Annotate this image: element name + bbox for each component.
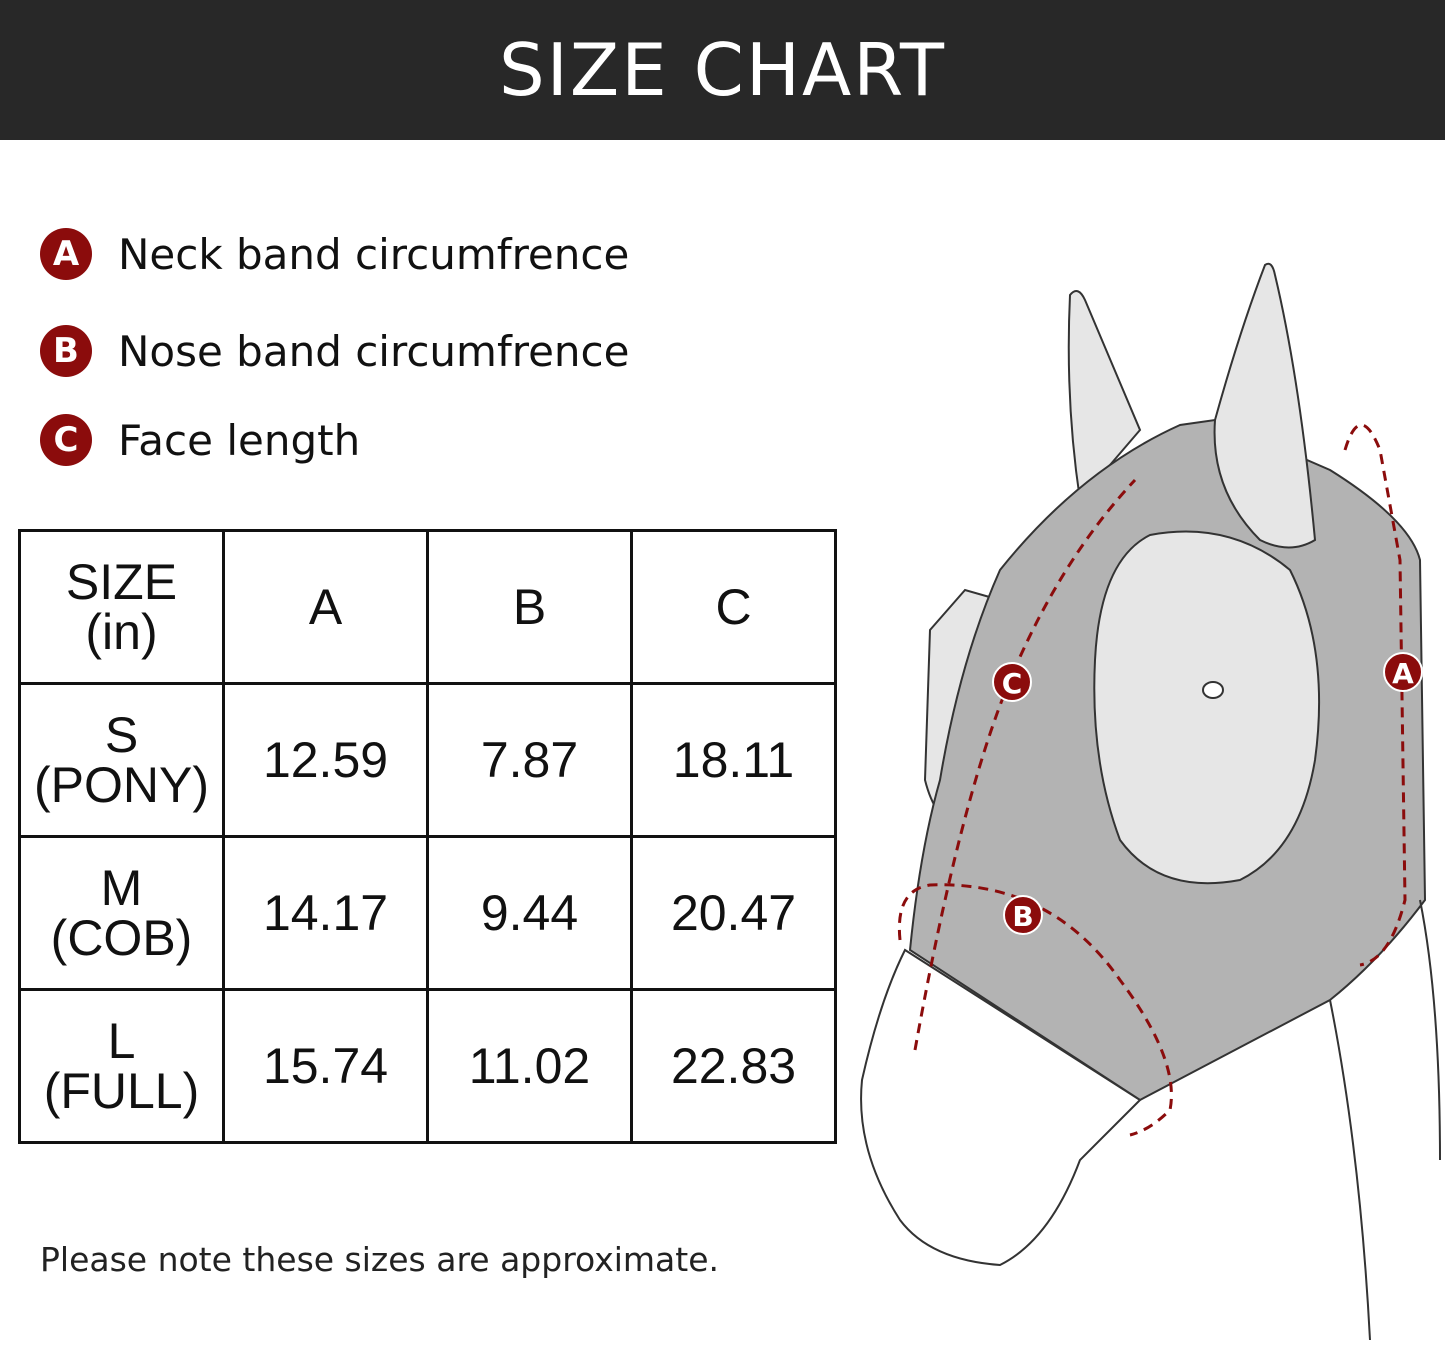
column-header-a: A xyxy=(222,529,429,685)
value-c: 20.47 xyxy=(630,835,837,991)
size-cell: L (FULL) xyxy=(18,988,225,1144)
size-label: L xyxy=(107,1013,136,1069)
size-header-cell: SIZE (in) xyxy=(18,529,225,685)
size-label: S xyxy=(104,707,139,763)
size-type: (FULL) xyxy=(43,1063,200,1119)
approximate-note: Please note these sizes are approximate. xyxy=(40,1240,720,1279)
size-cell: M (COB) xyxy=(18,835,225,991)
value-a: 15.74 xyxy=(222,988,429,1144)
size-table: SIZE (in) A B C S (PONY) 12.59 7.87 18.11… xyxy=(18,529,837,1144)
legend-item-b: B Nose band circumfrence xyxy=(40,325,629,377)
neck-band-line xyxy=(1343,423,1407,967)
neck-outline xyxy=(1329,899,1441,1341)
size-label: M xyxy=(100,860,143,916)
horse-mask-illustration: C A B xyxy=(860,262,1441,1341)
value-b: 7.87 xyxy=(426,682,633,838)
table-row: S (PONY) 12.59 7.87 18.11 xyxy=(18,682,837,838)
table-row: M (COB) 14.17 9.44 20.47 xyxy=(18,835,837,991)
size-header: SIZE xyxy=(65,554,178,610)
nose-band-line xyxy=(897,883,1173,1137)
marker-a-icon: A xyxy=(40,228,92,280)
value-c: 22.83 xyxy=(630,988,837,1144)
svg-text:B: B xyxy=(1012,900,1033,933)
legend-label: Nose band circumfrence xyxy=(118,326,630,376)
value-a: 12.59 xyxy=(222,682,429,838)
legend-label: Face length xyxy=(118,415,361,465)
column-header-c: C xyxy=(630,529,837,685)
size-type: (COB) xyxy=(50,910,193,966)
size-cell: S (PONY) xyxy=(18,682,225,838)
marker-c-icon: C xyxy=(992,662,1032,702)
unit-header: (in) xyxy=(85,604,158,660)
value-b: 9.44 xyxy=(426,835,633,991)
size-type: (PONY) xyxy=(34,757,209,813)
header-banner: SIZE CHART xyxy=(0,0,1445,140)
left-ear xyxy=(1067,290,1142,503)
value-c: 18.11 xyxy=(630,682,837,838)
legend-item-c: C Face length xyxy=(40,414,360,466)
marker-b-icon: B xyxy=(40,325,92,377)
page-title: SIZE CHART xyxy=(498,28,947,112)
svg-text:C: C xyxy=(1002,667,1023,700)
legend-item-a: A Neck band circumfrence xyxy=(40,228,629,280)
marker-b-icon: B xyxy=(1003,895,1043,935)
eye xyxy=(1202,681,1224,699)
value-a: 14.17 xyxy=(222,835,429,991)
table-header-row: SIZE (in) A B C xyxy=(18,529,837,685)
value-b: 11.02 xyxy=(426,988,633,1144)
legend-label: Neck band circumfrence xyxy=(118,229,630,279)
marker-c-icon: C xyxy=(40,414,92,466)
column-header-b: B xyxy=(426,529,633,685)
marker-a-icon: A xyxy=(1383,652,1423,692)
muzzle xyxy=(860,948,1142,1267)
svg-text:A: A xyxy=(1392,657,1414,690)
table-row: L (FULL) 15.74 11.02 22.83 xyxy=(18,988,837,1144)
eye-opening xyxy=(1093,530,1321,885)
right-ear xyxy=(1213,262,1317,549)
